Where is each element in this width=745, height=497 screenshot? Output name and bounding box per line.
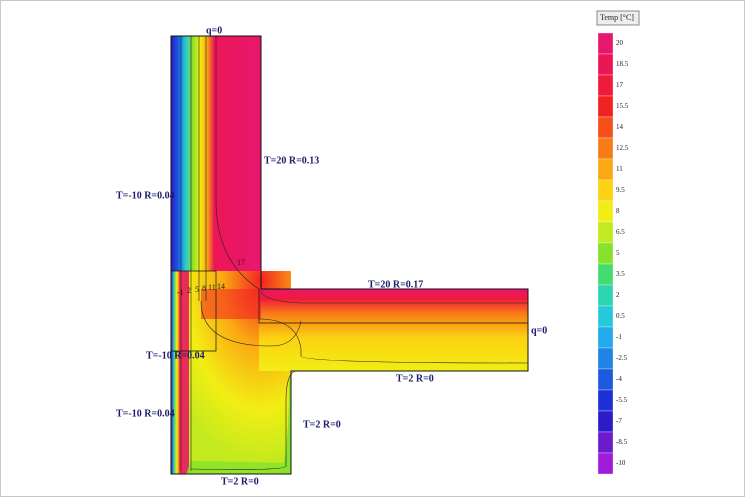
legend-label: 2 <box>616 291 620 299</box>
legend-title: Temp [°C] <box>600 13 634 22</box>
legend-label: 18.5 <box>616 60 629 68</box>
legend-swatch <box>597 74 614 97</box>
legend-label: -10 <box>616 459 626 467</box>
boundary-label: T=2 R=0 <box>221 476 259 487</box>
legend-label: 3.5 <box>616 270 625 278</box>
legend-swatch <box>597 263 614 286</box>
legend-swatch <box>597 53 614 76</box>
legend-swatch <box>597 95 614 118</box>
legend-label: -5.5 <box>616 396 628 404</box>
legend-swatch <box>597 116 614 139</box>
legend-swatch <box>597 200 614 223</box>
legend-swatch <box>597 305 614 328</box>
legend-swatch <box>597 158 614 181</box>
isotherm-label: 11 <box>208 283 216 292</box>
legend-swatch <box>597 347 614 370</box>
edge-band <box>186 461 291 474</box>
legend-swatch <box>597 32 614 55</box>
isotherm <box>260 290 528 304</box>
edge-band <box>279 371 291 474</box>
cold-edge <box>171 271 189 474</box>
legend-label: 11 <box>616 165 623 173</box>
boundary-label: T=-10 R=0.04 <box>116 190 175 201</box>
legend-label: -4 <box>616 375 622 383</box>
legend-swatch <box>597 242 614 265</box>
legend-swatch <box>597 137 614 160</box>
geometry <box>170 35 529 475</box>
corner <box>201 289 261 319</box>
legend-swatch <box>597 179 614 202</box>
legend-label: 14 <box>616 123 624 131</box>
isotherm <box>258 318 529 364</box>
isotherm-label: 8 <box>202 284 206 293</box>
legend-swatch <box>597 284 614 307</box>
isotherm-label: 17 <box>237 258 245 267</box>
isotherm <box>215 36 260 290</box>
legend-title-box <box>596 10 640 26</box>
legend-label: -2.5 <box>616 354 628 362</box>
legend-swatch <box>597 221 614 244</box>
boundary-label: q=0 <box>531 325 547 336</box>
boundary-label: T=2 R=0 <box>396 373 434 384</box>
legend-label: 20 <box>616 39 624 47</box>
boundary-label: T=-10 R=0.04 <box>146 350 205 361</box>
arm <box>259 289 528 371</box>
legend-label: 15.5 <box>616 102 629 110</box>
legend-label: 12.5 <box>616 144 629 152</box>
boundary-label: q=0 <box>206 25 222 36</box>
isotherm-label: 14 <box>217 282 225 291</box>
isotherm <box>180 36 207 471</box>
isotherm-label: 5 <box>195 285 199 294</box>
legend-label: 17 <box>616 81 624 89</box>
legend-label: 8 <box>616 207 620 215</box>
outline <box>170 35 529 475</box>
legend-swatch <box>597 431 614 454</box>
legend-swatch <box>597 410 614 433</box>
legend-label: 5 <box>616 249 620 257</box>
legend-label: -1 <box>616 333 622 341</box>
legend-label: 6.5 <box>616 228 625 236</box>
isotherm-label: 2 <box>187 286 191 295</box>
legend-label: 9.5 <box>616 186 625 194</box>
legend-label: -7 <box>616 417 622 425</box>
legend-label: -8.5 <box>616 438 628 446</box>
legend-swatch <box>597 389 614 412</box>
legend-swatch <box>597 326 614 349</box>
boundary-label: T=-10 R=0.04 <box>116 408 175 419</box>
isotherm <box>200 300 302 347</box>
boundary-label: T=2 R=0 <box>303 419 341 430</box>
legend-label: 0.5 <box>616 312 625 320</box>
boundary-label: T=20 R=0.13 <box>264 155 319 166</box>
legend-swatch <box>597 452 614 475</box>
isotherm-label: -1 <box>177 288 184 297</box>
layer-boundary <box>171 270 528 352</box>
legend-swatch <box>597 368 614 391</box>
isotherm <box>190 370 297 470</box>
boundary-label: T=20 R=0.17 <box>368 279 423 290</box>
